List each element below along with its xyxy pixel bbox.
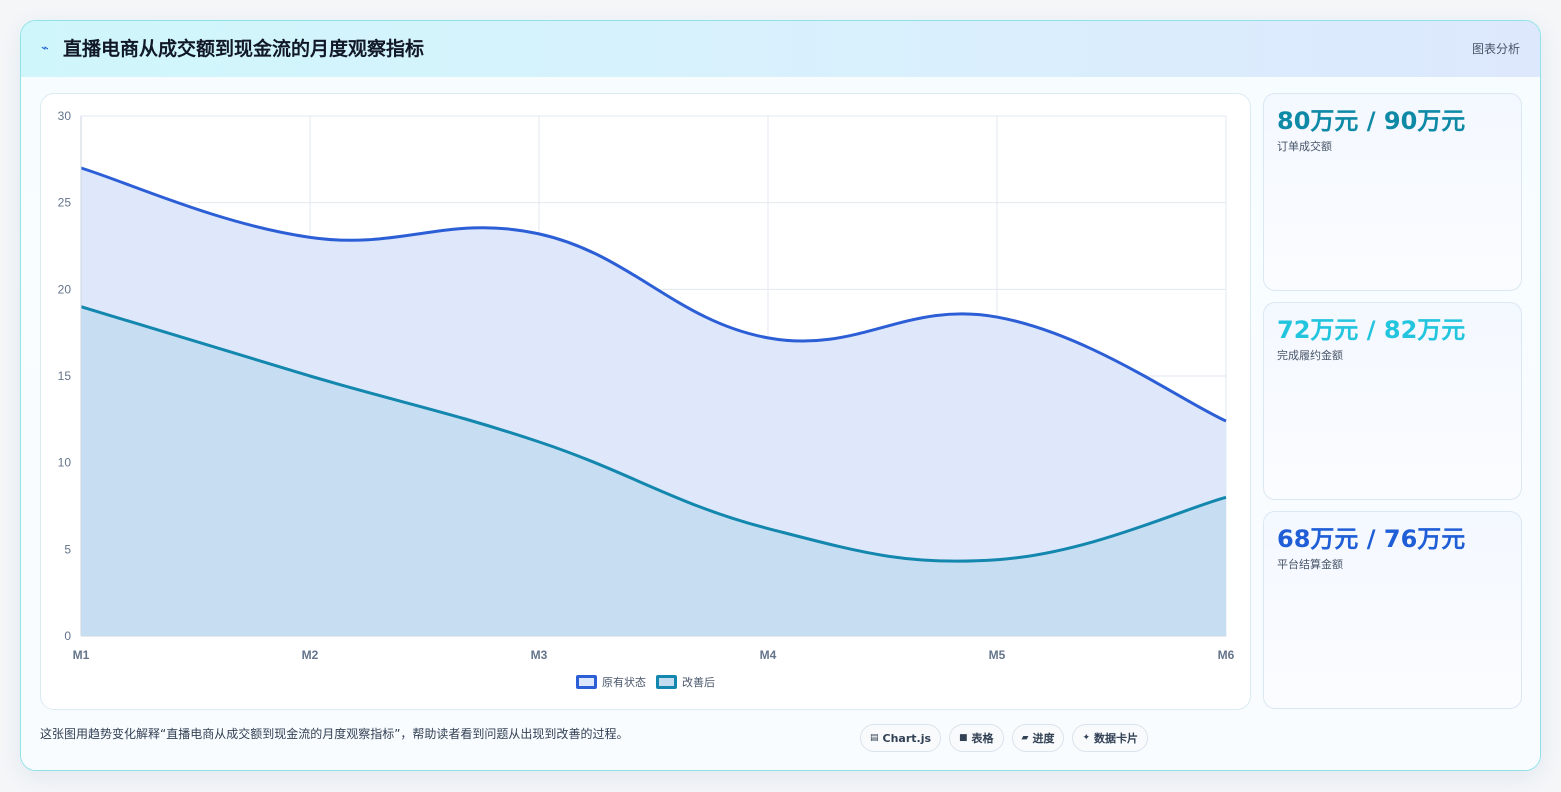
kpi-card-fulfilled-amount: 72万元 / 82万元 完成履约金额	[1263, 302, 1522, 500]
series-line	[80, 305, 1227, 563]
progress-icon: ▰	[1021, 733, 1029, 743]
page-title: 直播电商从成交额到现金流的月度观察指标	[63, 38, 425, 60]
chip-label: Chart.js	[882, 731, 932, 745]
lightning-icon: ⌁	[41, 41, 49, 56]
x-tick-label: M5	[989, 648, 1006, 662]
kpi-value: 72万元 / 82万元	[1277, 316, 1466, 344]
y-tick-label: 20	[58, 282, 72, 296]
y-tick-label: 25	[58, 196, 72, 210]
chart-icon: ▤	[870, 733, 879, 743]
kpi-card-settlement-amount: 68万元 / 76万元 平台结算金额	[1263, 511, 1522, 709]
kpi-label: 订单成交额	[1277, 140, 1332, 153]
legend-item-original[interactable]: 原有状态	[576, 674, 646, 690]
kpi-label: 完成履约金额	[1277, 349, 1343, 362]
table-icon: ■	[959, 733, 968, 743]
area-chart: 0 5 10 15 20 25 30 M1 M2 M3 M4 M5 M6	[58, 109, 1235, 662]
legend-label-original: 原有状态	[602, 676, 646, 689]
chart-description: 这张图用趋势变化解释“直播电商从成交额到现金流的月度观察指标”，帮助读者看到问题…	[40, 727, 629, 741]
legend-label-improved: 改善后	[682, 676, 715, 689]
legend-swatch-improved	[656, 675, 677, 689]
tag-chips: ▤ Chart.js ■ 表格 ▰ 进度 ✦ 数据卡片	[860, 724, 1149, 754]
chip-data-card[interactable]: ✦ 数据卡片	[1072, 724, 1149, 752]
chart-panel: 0 5 10 15 20 25 30 M1 M2 M3 M4 M5 M6 原有状态 改善后	[40, 93, 1251, 710]
x-tick-label: M6	[1218, 648, 1235, 662]
x-tick-label: M3	[531, 648, 548, 662]
legend-item-improved[interactable]: 改善后	[656, 674, 715, 690]
kpi-value: 80万元 / 90万元	[1277, 107, 1466, 135]
x-tick-label: M4	[760, 648, 777, 662]
legend-swatch-original	[576, 675, 597, 689]
y-tick-label: 0	[64, 629, 71, 643]
y-tick-label: 15	[58, 369, 72, 383]
chip-label: 数据卡片	[1094, 732, 1139, 745]
chip-chartjs[interactable]: ▤ Chart.js	[860, 724, 942, 752]
series-line	[80, 166, 1227, 423]
chip-label: 表格	[971, 732, 994, 745]
chart-card: ⌁ 直播电商从成交额到现金流的月度观察指标 图表分析 0 5 10 15 20 25 30 M…	[20, 20, 1541, 771]
y-tick-label: 30	[58, 109, 72, 123]
header-tag: 图表分析	[1471, 42, 1520, 56]
chart-legend: 原有状态 改善后	[41, 672, 1250, 692]
sparkle-icon: ✦	[1082, 733, 1091, 743]
y-tick-label: 5	[64, 542, 71, 556]
x-tick-label: M1	[73, 648, 90, 662]
card-header: ⌁ 直播电商从成交额到现金流的月度观察指标 图表分析	[21, 21, 1540, 77]
kpi-value: 68万元 / 76万元	[1277, 525, 1466, 553]
chip-progress[interactable]: ▰ 进度	[1011, 724, 1065, 752]
chip-table[interactable]: ■ 表格	[949, 724, 1004, 752]
y-tick-label: 10	[58, 456, 72, 470]
chip-label: 进度	[1032, 732, 1055, 745]
kpi-card-order-amount: 80万元 / 90万元 订单成交额	[1263, 93, 1522, 291]
series-area	[81, 306, 1226, 636]
x-tick-label: M2	[302, 648, 319, 662]
kpi-label: 平台结算金额	[1277, 558, 1343, 571]
